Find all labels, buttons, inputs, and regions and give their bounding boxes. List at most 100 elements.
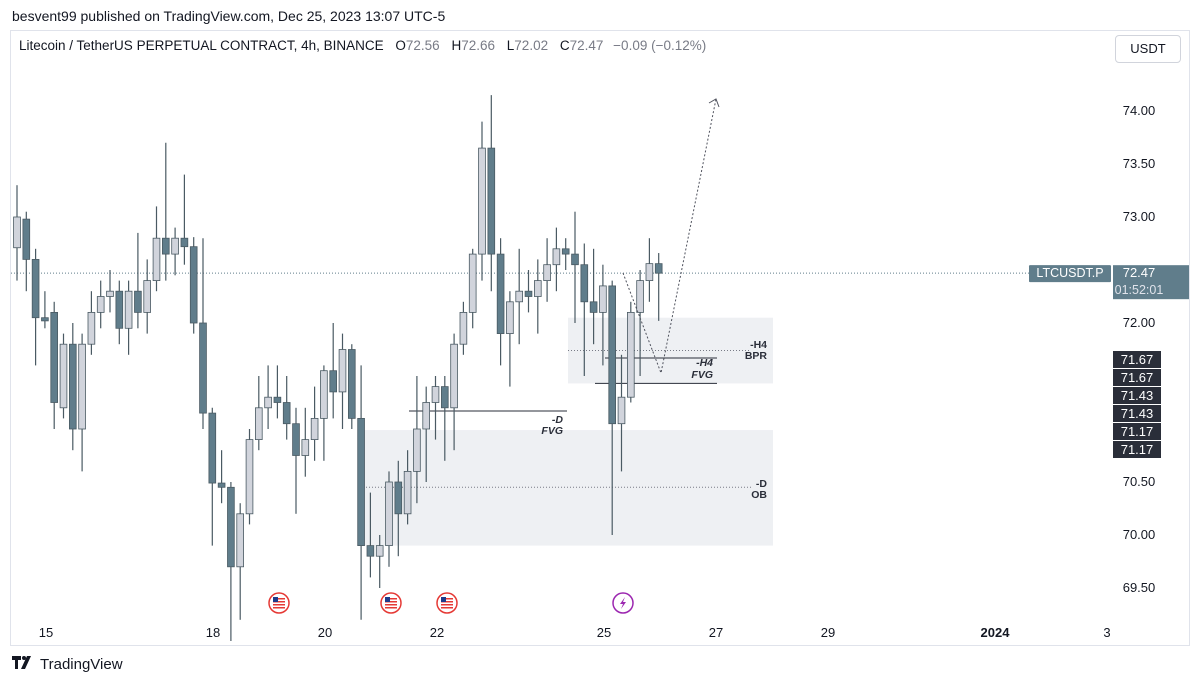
brand-name: TradingView [40,656,123,673]
open-label: O [395,38,406,53]
candle-down [357,417,365,546]
footer-brand[interactable]: TradingView [12,656,123,673]
flag-stripe [385,604,397,606]
us-flag-icon [380,592,402,614]
candle-down [561,248,570,255]
flag-stripe [441,601,453,603]
h4-fvg-name-label: FVG [691,369,713,381]
candle-down [440,386,449,409]
candle-down [580,264,589,303]
currency-button[interactable]: USDT [1115,35,1181,63]
chart-panel[interactable]: -H4 BPR -H4 FVG -D FVG -D OB 74.00 73.50 73.00 72.0… [10,30,1190,646]
candle-down [654,263,663,274]
candle-up [515,290,523,303]
candle-up [143,280,152,313]
low-label: L [506,38,515,53]
axis-price-tag-bg [1113,405,1161,422]
h4-fvg-timeframe-label: -H4 [696,357,713,369]
candle-down [189,246,198,324]
x-tick-label: 29 [821,625,835,640]
candle-down [134,290,142,313]
axis-price-tag-bg [1113,441,1161,458]
candle-up [506,301,514,334]
candle-up [96,296,105,313]
flag-stripe [385,598,397,600]
candle-up [59,343,68,409]
axis-price-tag-bg [1113,369,1161,386]
tradingview-logo-icon [12,656,34,673]
low-value: 72.02 [514,38,549,53]
candle-down [208,412,217,484]
candle-down [50,311,58,403]
candle-down [589,301,598,313]
ob-name-label: OB [751,489,767,501]
symbol-legend: Litecoin / TetherUS PERPETUAL CONTRACT, … [19,38,706,53]
candle-down [282,402,291,425]
candle-up [627,311,635,398]
candle-down [69,343,77,430]
flag-canton [273,597,278,602]
y-tick-label: 73.50 [1123,156,1156,171]
candle-up [310,417,319,440]
candle-down [199,322,207,414]
high-label: H [451,38,462,53]
candlestick-chart[interactable]: -H4BPR-H4FVG-DFVG-DOB74.0073.5073.0072.0… [11,31,1191,647]
axis-price-tag: 71.17 [1121,424,1154,439]
candle-up [87,311,96,345]
x-tick-label: 27 [709,625,723,640]
high-value: 72.66 [461,38,496,53]
candle-up [264,396,272,409]
y-tick-label: 69.50 [1123,580,1156,595]
candle-up [320,370,328,419]
flag-stripe [273,604,285,606]
candle-down [496,253,505,335]
candle-up [450,343,458,409]
candle-up [152,237,161,281]
daily-fvg-timeframe-label: -D [552,414,563,426]
candle-up [301,439,310,456]
flag-stripe [385,607,397,609]
flag-stripe [273,601,285,603]
axis-price-tag: 71.17 [1121,442,1154,457]
us-flag-icon [436,592,458,614]
candle-down [217,482,226,488]
symbol-title[interactable]: Litecoin / TetherUS PERPETUAL CONTRACT, … [19,38,384,53]
candle-down [487,147,496,255]
candle-up [254,407,263,440]
x-tick-label: 15 [39,625,53,640]
candle-down [608,285,616,425]
axis-price-tag-bg [1113,351,1161,368]
candle-up [338,349,347,393]
axis-price-tag-bg [1113,387,1161,404]
symbol-price-tag-bg [1029,265,1111,283]
us-flag-icon [268,592,290,614]
candle-up [645,263,654,281]
candle-up [245,439,254,515]
candle-up [413,428,421,472]
axis-price-tag: 71.67 [1121,370,1154,385]
axis-price-tag: 71.67 [1121,352,1154,367]
candle-down [115,290,124,329]
close-value: 72.47 [569,38,604,53]
candle-down [524,290,533,297]
candle-down [22,218,31,260]
x-tick-label: 2024 [981,625,1011,640]
axis-price-tag: 71.43 [1121,406,1154,421]
flag-canton [441,597,446,602]
candle-down [394,481,403,515]
candle-up [13,216,21,249]
y-tick-label: 70.50 [1123,474,1156,489]
current-price-tag-bg [1113,265,1189,300]
flag-stripe [441,604,453,606]
candle-down [329,370,337,393]
candle-up [78,343,86,430]
axis-price-tag-bg [1113,423,1161,440]
candle-down [273,396,282,403]
candle-up [468,253,477,313]
bpr-timeframe-label: -H4 [750,339,767,351]
flag-stripe [273,598,285,600]
axis-price-tag: 71.43 [1121,388,1154,403]
current-price-value: 72.47 [1123,265,1156,280]
candle-up [534,280,542,297]
lightning-bolt [620,597,626,609]
